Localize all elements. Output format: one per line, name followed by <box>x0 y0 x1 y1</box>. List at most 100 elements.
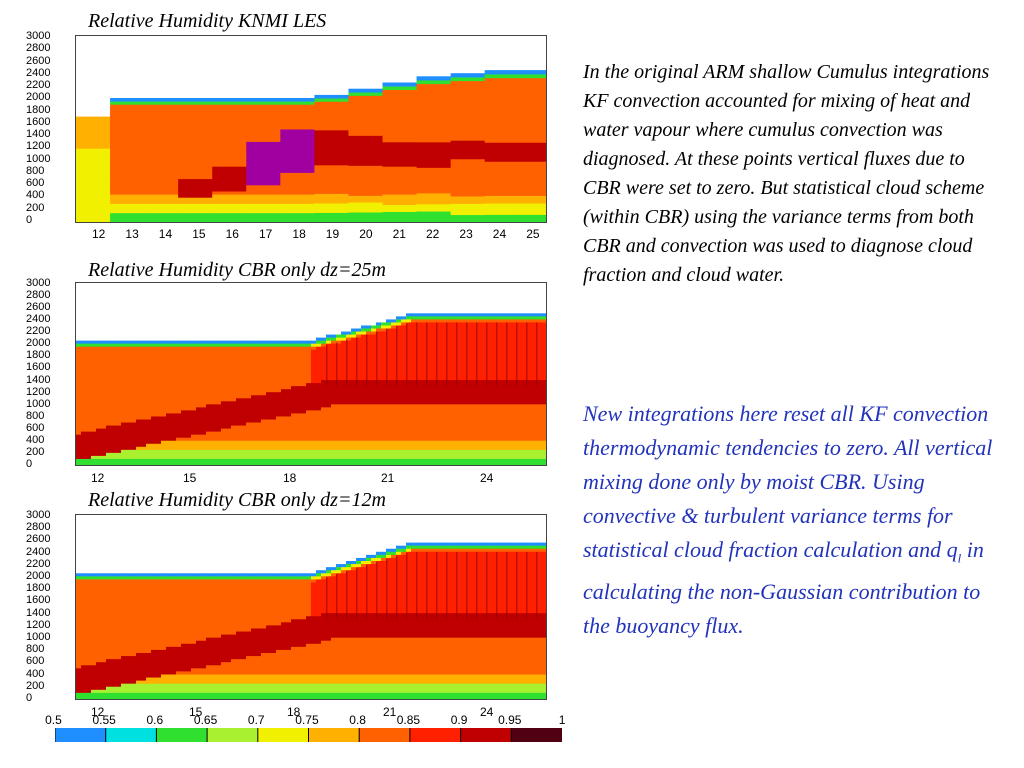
heat-cell <box>286 428 292 433</box>
heat-cell <box>466 370 472 375</box>
heat-cell <box>486 440 492 445</box>
heat-cell <box>311 398 317 402</box>
heat-cell <box>276 358 282 363</box>
heat-cell <box>461 455 467 460</box>
heat-cell <box>411 370 417 375</box>
heat-cell <box>206 352 212 357</box>
heat-cell <box>261 446 267 451</box>
heat-cell <box>406 313 412 317</box>
heat-cell <box>131 431 137 436</box>
heat-cell <box>201 398 207 402</box>
heat-cell <box>336 367 342 372</box>
heat-cell <box>511 446 517 451</box>
heat-cell <box>136 340 142 345</box>
heat-cell <box>401 434 407 439</box>
heat-cell <box>376 374 382 378</box>
heat-cell <box>536 389 542 393</box>
heat-cell <box>111 407 117 411</box>
heat-cell <box>401 458 407 463</box>
heat-cell <box>436 449 442 454</box>
heat-cell <box>516 446 522 451</box>
heat-cell <box>101 422 107 427</box>
heat-cell <box>266 343 272 348</box>
heat-cell <box>146 340 152 345</box>
heat-cell <box>296 340 302 345</box>
heat-cell <box>121 449 127 454</box>
heat-cell <box>196 446 202 451</box>
heat-cell <box>386 374 392 378</box>
heat-cell <box>111 434 117 439</box>
heat-cell <box>521 328 527 333</box>
heat-cell <box>471 410 477 415</box>
heat-cell <box>496 358 502 363</box>
heat-cell <box>136 370 142 375</box>
heat-cell <box>86 591 92 596</box>
heat-cell <box>116 389 122 393</box>
heat-cell <box>382 152 418 157</box>
heat-cell <box>401 455 407 460</box>
heat-cell <box>91 386 97 390</box>
heat-cell <box>356 374 362 378</box>
heat-cell <box>476 452 482 457</box>
heat-cell <box>416 167 452 172</box>
heat-cell <box>484 157 520 162</box>
heat-cell <box>406 346 412 351</box>
heat-cell <box>81 383 87 387</box>
heat-cell <box>316 389 322 393</box>
heat-cell <box>256 449 262 454</box>
heat-cell <box>212 132 247 136</box>
heat-cell <box>466 389 472 393</box>
heat-cell <box>501 404 507 408</box>
heat-cell <box>286 410 292 415</box>
heat-cell <box>281 361 287 366</box>
heat-cell <box>456 410 462 415</box>
heat-cell <box>261 358 267 363</box>
heat-cell <box>406 316 412 320</box>
heat-cell <box>506 431 512 436</box>
heat-cell <box>486 392 492 396</box>
heat-cell <box>206 404 212 408</box>
heat-cell <box>496 380 502 384</box>
heat-cell <box>531 398 537 402</box>
heat-cell <box>126 407 132 411</box>
heat-cell <box>496 383 502 387</box>
heat-cell <box>186 386 192 390</box>
panel-2-y-tick-label: 800 <box>26 409 45 422</box>
heat-cell <box>271 361 277 366</box>
heat-cell <box>466 325 472 330</box>
heat-cell <box>171 355 177 360</box>
heat-cell <box>511 431 517 436</box>
heat-cell <box>341 380 347 384</box>
heat-cell <box>331 367 337 372</box>
heat-cell <box>531 419 537 424</box>
heat-cell <box>506 374 512 378</box>
heat-cell <box>144 160 179 164</box>
heat-cell <box>496 410 502 415</box>
heat-cell <box>91 440 97 445</box>
heat-cell <box>511 377 517 381</box>
heat-cell <box>526 328 532 333</box>
heat-cell <box>286 458 292 463</box>
heat-cell <box>506 422 512 427</box>
heat-cell <box>316 392 322 396</box>
heat-cell <box>110 175 145 180</box>
heat-cell <box>541 355 546 360</box>
heat-cell <box>286 449 292 454</box>
heat-cell <box>491 428 497 433</box>
heat-cell <box>491 407 497 411</box>
heat-cell <box>76 616 82 620</box>
heat-cell <box>521 343 527 348</box>
heat-cell <box>541 377 546 381</box>
heat-cell <box>421 334 427 339</box>
heat-cell <box>276 407 282 411</box>
heat-cell <box>466 407 472 411</box>
heat-cell <box>141 425 147 430</box>
heat-cell <box>106 434 112 439</box>
heat-cell <box>516 461 522 465</box>
heat-cell <box>236 380 242 384</box>
heat-cell <box>236 340 242 345</box>
heat-cell <box>396 383 402 387</box>
heat-cell <box>81 671 87 676</box>
heat-cell <box>446 431 452 436</box>
heat-cell <box>241 383 247 387</box>
